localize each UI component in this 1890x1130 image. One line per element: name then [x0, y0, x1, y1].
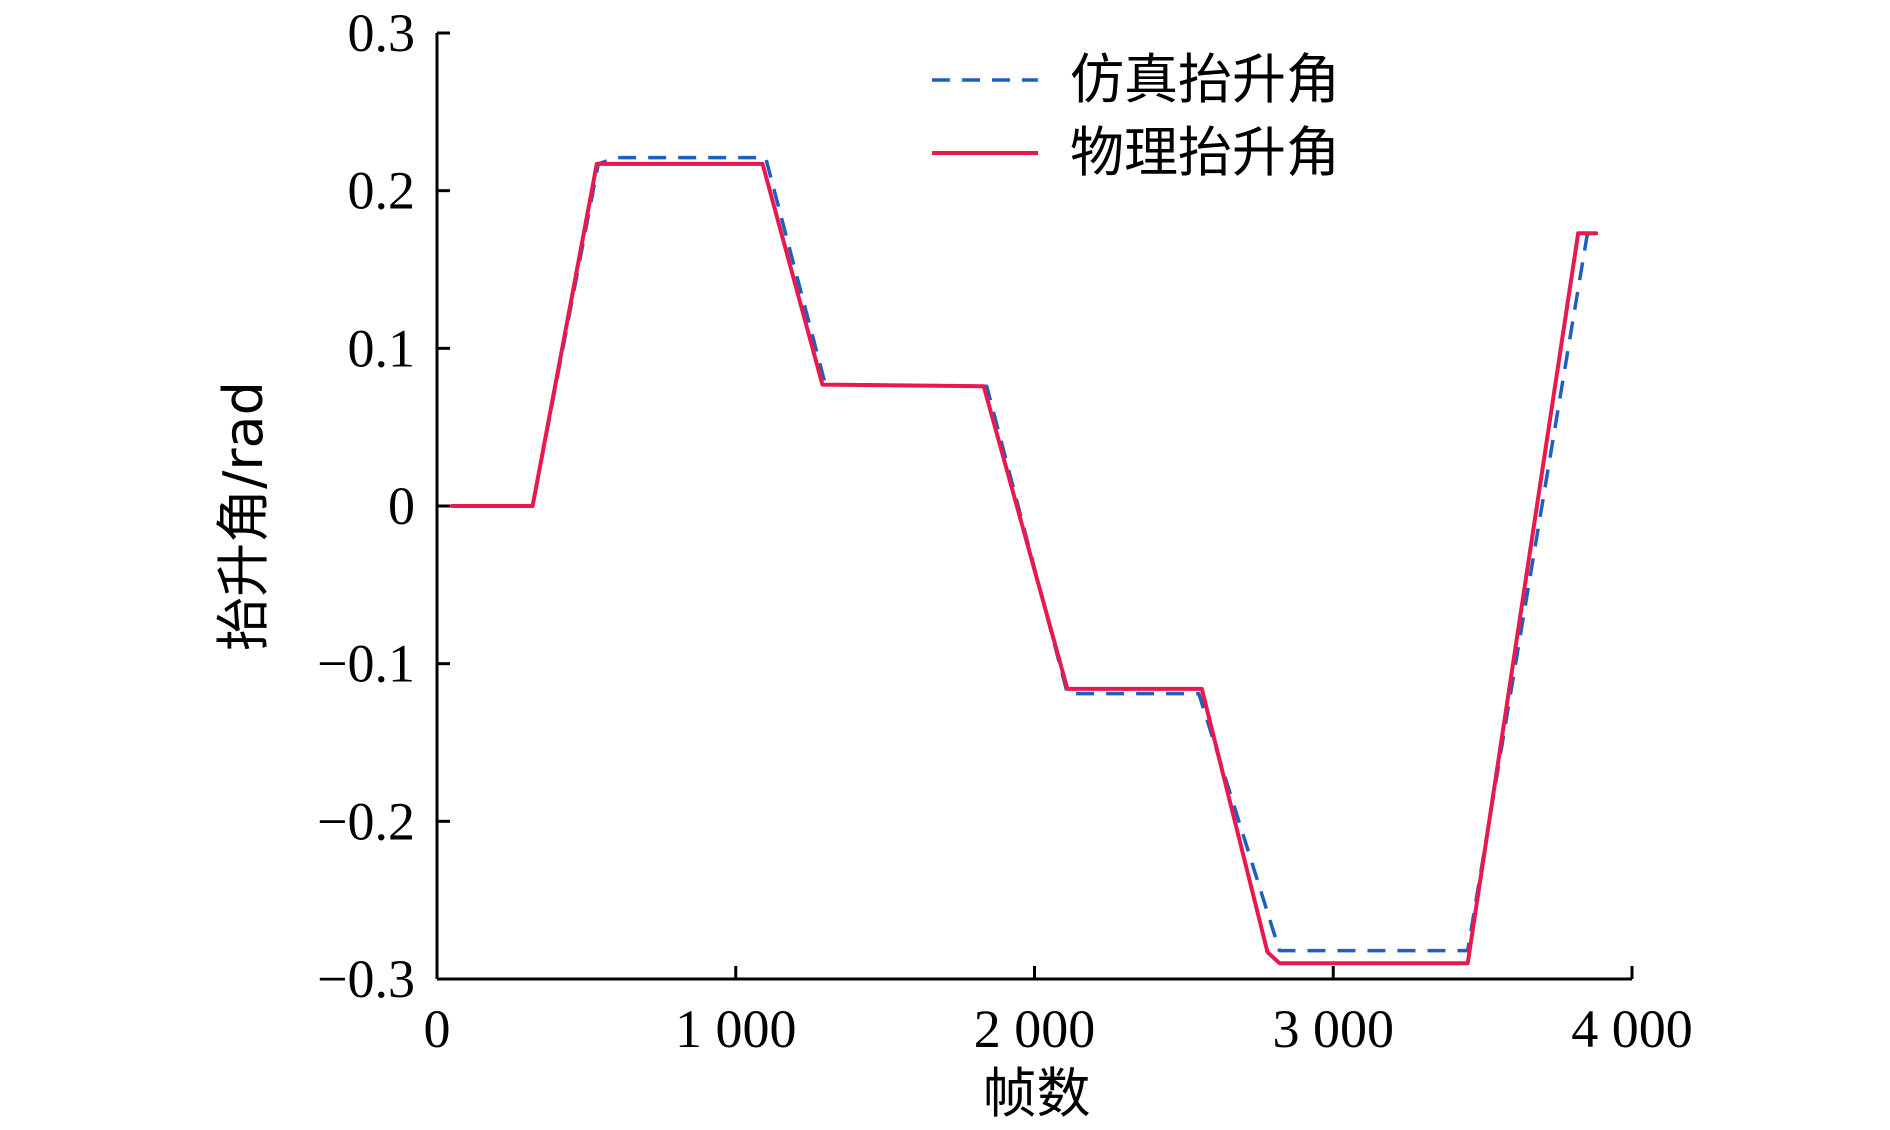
legend-label-2: 物理抬升角	[1070, 121, 1340, 184]
series-line-2	[449, 161, 1599, 966]
y-axis-title: 抬升角/rad	[212, 381, 275, 651]
y-tick-label: −0.2	[317, 791, 415, 851]
y-tick-label: −0.1	[317, 634, 415, 694]
y-tick-label: −0.3	[317, 949, 415, 1009]
axes: 0.30.20.10−0.1−0.2−0.30 1 000 2 000 3 000 4 …	[317, 3, 1693, 1059]
x-tick-label: 1 000	[675, 999, 797, 1059]
x-tick-label: 4 000	[1571, 999, 1693, 1059]
series-line-1	[451, 155, 1597, 953]
x-tick-label: 2 000	[974, 999, 1096, 1059]
x-axis-title: 帧数	[983, 1062, 1091, 1125]
x-tick-label: 3 000	[1273, 999, 1395, 1059]
legend-label-1: 仿真抬升角	[1070, 48, 1340, 111]
y-tick-label: 0	[388, 476, 415, 536]
series-group	[449, 155, 1599, 966]
x-tick-label: 0	[424, 999, 451, 1059]
y-tick-label: 0.1	[348, 318, 416, 378]
y-tick-label: 0.2	[348, 161, 416, 221]
y-tick-label: 0.3	[348, 3, 416, 63]
